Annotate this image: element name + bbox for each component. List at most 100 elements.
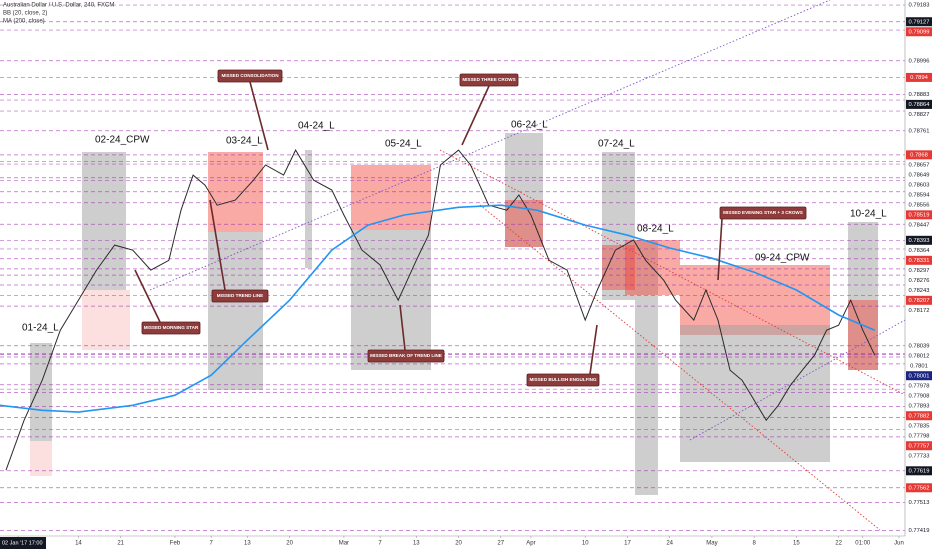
price-label-bg (906, 72, 932, 82)
period-label: 09-24_CPW (755, 253, 810, 264)
price-label-bg (906, 255, 932, 265)
period-label: 03-24_L (226, 136, 263, 147)
price-line (5, 149, 876, 471)
price-label: 0.79127 (909, 19, 930, 25)
price-label: 0.78761 (909, 128, 930, 134)
zone (680, 265, 830, 335)
annotation: MISSED EVENING STAR + 3 CROWS (723, 210, 803, 215)
price-label-bg (906, 99, 932, 109)
study-label: MA (200, close) (3, 19, 45, 25)
price-label: 0.78519 (909, 212, 930, 218)
annotation: MISSED CONSOLIDATION (221, 73, 279, 78)
trend-line (689, 319, 906, 441)
price-label-bg (906, 295, 932, 305)
price-label: 0.7801 (910, 363, 928, 369)
zones (30, 133, 878, 495)
chart-title: Australian Dollar / U.S. Dollar, 240, FX… (3, 3, 114, 9)
price-label-bg (906, 180, 932, 190)
price-label: 0.77733 (909, 453, 930, 459)
price-label: 0.78276 (909, 278, 930, 284)
x-tick-label: 17 (624, 541, 631, 547)
price-label-bg (906, 381, 932, 391)
zone (505, 133, 543, 247)
price-label-bg (906, 210, 932, 220)
ma-line (0, 204, 876, 413)
price-label-bg (906, 341, 932, 351)
zone (208, 232, 263, 390)
period-label: 04-24_L (298, 121, 335, 132)
price-label-bg (906, 401, 932, 411)
x-tick-label: 27 (497, 541, 504, 547)
price-label-bg (906, 483, 932, 493)
price-label: 0.78393 (909, 238, 930, 244)
period-label: 02-24_CPW (95, 135, 150, 146)
price-label-bg (906, 466, 932, 476)
price-label: 0.78649 (909, 172, 930, 178)
price-label: 0.77619 (909, 468, 930, 474)
price-label: 0.77835 (909, 423, 930, 429)
annotation: MISSED MORNING STAR (144, 325, 199, 330)
price-label: 0.77893 (909, 403, 930, 409)
crosshair-label: 02 Jan '17 17:00 (2, 540, 43, 546)
annotation-box (526, 373, 600, 387)
price-label-bg (906, 351, 932, 361)
zone (82, 290, 130, 350)
zone (30, 441, 52, 476)
annotation-arrow (249, 81, 269, 151)
price-label: 0.78447 (909, 222, 930, 228)
price-label: 0.78207 (909, 298, 930, 304)
price-label: 0.79099 (909, 29, 930, 35)
x-tick-label: 21 (117, 541, 124, 547)
price-label: 0.78603 (909, 182, 930, 188)
price-label: 0.77882 (909, 413, 930, 419)
price-label: 0.7894 (910, 75, 929, 81)
price-label: 0.77562 (909, 485, 930, 491)
x-tick-label: Feb (170, 541, 181, 547)
price-label-bg (906, 391, 932, 401)
zone (351, 230, 431, 370)
annotation-box (217, 69, 283, 83)
annotation-arrow (589, 324, 598, 375)
price-label: 0.78996 (909, 58, 930, 64)
price-label-bg (906, 56, 932, 66)
trend-lines (149, 0, 906, 531)
series-layer (0, 149, 876, 471)
annotation-arrow (399, 304, 406, 351)
header: Australian Dollar / U.S. Dollar, 240, FX… (3, 3, 114, 25)
x-tick-label: 13 (244, 541, 251, 547)
price-label-bg (906, 285, 932, 295)
zone (680, 325, 830, 462)
x-tick-label: 20 (286, 541, 293, 547)
price-label-bg (906, 0, 932, 10)
period-label: 08-24_L (637, 224, 674, 235)
period-label: 05-24_L (385, 139, 422, 150)
price-label-bg (906, 160, 932, 170)
zone (351, 165, 431, 230)
price-label: 0.78172 (909, 308, 930, 314)
price-label-bg (906, 200, 932, 210)
price-label: 0.78864 (909, 102, 931, 108)
price-label-bg (906, 421, 932, 431)
price-label: 0.78556 (909, 202, 930, 208)
price-label-bg (906, 497, 932, 507)
price-label: 0.7868 (910, 152, 928, 158)
annotation-arrow (209, 199, 226, 291)
price-label-bg (906, 126, 932, 136)
price-label-bg (906, 109, 932, 119)
price-label-bg (906, 150, 932, 160)
annotation-arrow (461, 85, 490, 146)
period-label: 01-24_L (22, 323, 59, 334)
annotation-box (211, 289, 269, 303)
price-label-bg (906, 525, 932, 535)
price-label-bg (906, 371, 932, 381)
price-label: 0.78364 (909, 248, 931, 254)
price-label-bg (906, 27, 932, 37)
zone (305, 150, 312, 268)
price-label: 0.79183 (909, 3, 930, 9)
price-label-bg (906, 190, 932, 200)
annotation: MISSED THREE CROWS (462, 77, 515, 82)
zone (635, 240, 658, 495)
period-labels: 01-24_L 02-24_CPW 03-24_L 04-24_L 05-24_… (22, 120, 887, 334)
annotation-arrow (717, 218, 723, 281)
